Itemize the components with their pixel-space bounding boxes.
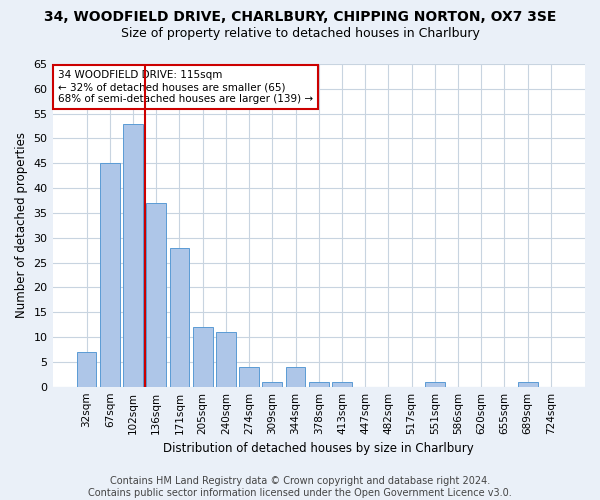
- Bar: [425, 382, 445, 386]
- Bar: [216, 332, 236, 386]
- Bar: [193, 327, 212, 386]
- Bar: [262, 382, 282, 386]
- Bar: [518, 382, 538, 386]
- Bar: [332, 382, 352, 386]
- Text: 34, WOODFIELD DRIVE, CHARLBURY, CHIPPING NORTON, OX7 3SE: 34, WOODFIELD DRIVE, CHARLBURY, CHIPPING…: [44, 10, 556, 24]
- X-axis label: Distribution of detached houses by size in Charlbury: Distribution of detached houses by size …: [163, 442, 474, 455]
- Bar: [309, 382, 329, 386]
- Bar: [239, 367, 259, 386]
- Bar: [286, 367, 305, 386]
- Bar: [146, 203, 166, 386]
- Text: 34 WOODFIELD DRIVE: 115sqm
← 32% of detached houses are smaller (65)
68% of semi: 34 WOODFIELD DRIVE: 115sqm ← 32% of deta…: [58, 70, 313, 104]
- Bar: [100, 164, 119, 386]
- Bar: [170, 248, 190, 386]
- Text: Contains HM Land Registry data © Crown copyright and database right 2024.
Contai: Contains HM Land Registry data © Crown c…: [88, 476, 512, 498]
- Y-axis label: Number of detached properties: Number of detached properties: [15, 132, 28, 318]
- Bar: [77, 352, 97, 386]
- Bar: [123, 124, 143, 386]
- Text: Size of property relative to detached houses in Charlbury: Size of property relative to detached ho…: [121, 28, 479, 40]
